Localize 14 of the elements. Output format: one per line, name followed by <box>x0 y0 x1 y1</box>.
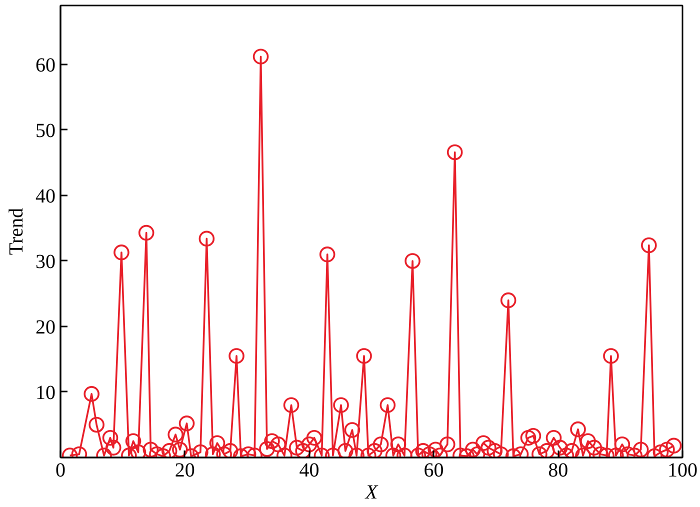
x-axis-title: X <box>364 482 378 504</box>
y-tick-label: 20 <box>36 316 56 338</box>
y-tick-label: 60 <box>36 54 56 76</box>
x-tick-label: 80 <box>548 460 568 482</box>
y-tick-label: 40 <box>36 185 56 208</box>
x-tick-label: 40 <box>299 460 320 482</box>
x-tick-label: 100 <box>668 460 698 482</box>
x-tick-label: 20 <box>174 460 195 482</box>
y-tick-label: 30 <box>36 250 56 273</box>
y-tick-label: 50 <box>36 120 56 142</box>
y-axis-title: Trend <box>6 208 28 256</box>
x-tick-label: 0 <box>56 460 66 482</box>
y-tick-label: 10 <box>36 382 56 404</box>
x-tick-label: 60 <box>424 460 444 482</box>
